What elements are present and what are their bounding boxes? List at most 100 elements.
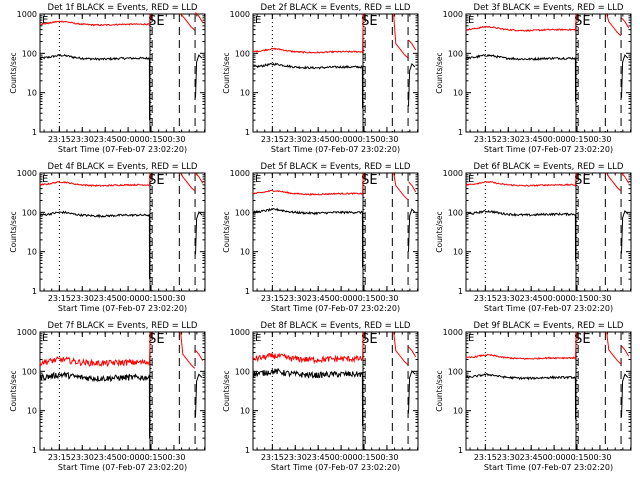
y-tick-label: 1000 xyxy=(230,10,250,19)
events-series-tail xyxy=(621,54,629,98)
y-tick-label: 1 xyxy=(245,446,250,455)
plot-frame xyxy=(39,13,206,133)
lld-series-tail xyxy=(195,12,204,23)
y-axis-label: Counts/sec xyxy=(9,52,18,93)
lld-series-tail xyxy=(393,331,409,366)
x-axis-label: Start Time (07-Feb-07 23:02:20) xyxy=(58,463,187,472)
x-axis-label: Start Time (07-Feb-07 23:02:20) xyxy=(271,145,400,154)
x-axis-label: Start Time (07-Feb-07 23:02:20) xyxy=(271,463,400,472)
x-tick-label: 00:00 xyxy=(117,294,140,303)
lld-series-tail xyxy=(180,13,196,31)
y-tick-label: 1000 xyxy=(17,328,37,337)
x-tick-label: 00:30 xyxy=(162,453,185,462)
x-tick-label: 00:15 xyxy=(139,294,162,303)
detector-panel-3: Det 3f BLACK = Events, RED = LLD 1 10 100 10… xyxy=(435,3,632,154)
x-tick-label: 23:45 xyxy=(94,135,117,144)
lld-series-tail xyxy=(408,346,417,358)
x-tick-label: 00:30 xyxy=(375,135,398,144)
y-tick-label: 1000 xyxy=(443,169,463,178)
y-axis-label: Counts/sec xyxy=(435,211,444,252)
y-tick-label: 1000 xyxy=(443,328,463,337)
lld-series-tail xyxy=(393,172,409,201)
corner-letter: E xyxy=(255,174,261,185)
x-tick-label: 00:15 xyxy=(352,135,375,144)
y-axis-label: Counts/sec xyxy=(435,52,444,93)
y-axis-label: Counts/sec xyxy=(222,52,231,93)
lld-series-line xyxy=(39,172,151,188)
lld-series-line xyxy=(465,331,577,360)
x-tick-label: 23:45 xyxy=(94,294,117,303)
y-tick-label: 100 xyxy=(448,367,463,376)
x-axis-label: Start Time (07-Feb-07 23:02:20) xyxy=(484,304,613,313)
x-tick-label: 23:45 xyxy=(307,135,330,144)
events-series-tail xyxy=(621,210,629,254)
corner-letter: E xyxy=(468,15,474,26)
y-tick-label: 10 xyxy=(240,407,250,416)
events-series-tail xyxy=(195,373,203,417)
x-tick-label: 23:45 xyxy=(94,453,117,462)
x-tick-label: 23:30 xyxy=(71,453,94,462)
events-series-tail xyxy=(408,62,416,107)
y-tick-label: 100 xyxy=(22,208,37,217)
panel-title: Det 5f BLACK = Events, RED = LLD xyxy=(261,162,411,172)
y-tick-label: 1 xyxy=(458,128,463,137)
x-tick-label: 00:15 xyxy=(565,294,588,303)
y-tick-label: 1 xyxy=(32,287,37,296)
detector-panel-4: Det 4f BLACK = Events, RED = LLD 1 10 100 10… xyxy=(9,162,206,313)
plot-frame xyxy=(39,331,206,451)
lld-series-line xyxy=(40,13,151,27)
events-series-tail xyxy=(408,370,416,414)
lld-series-tail xyxy=(606,331,622,365)
x-tick-label: 00:00 xyxy=(543,294,566,303)
lld-series-tail xyxy=(195,172,204,184)
events-series-line xyxy=(39,371,150,439)
detector-panel-9: Det 9f BLACK = Events, RED = LLD 1 10 100 10… xyxy=(435,321,632,472)
x-tick-label: 23:30 xyxy=(497,135,520,144)
lld-series-line xyxy=(39,331,151,368)
y-tick-label: 10 xyxy=(27,407,37,416)
saa-marker-label: SE xyxy=(361,173,377,188)
lld-series-tail xyxy=(180,172,196,192)
lld-series-tail xyxy=(621,17,630,29)
lld-series-line xyxy=(252,13,364,54)
x-tick-label: 00:15 xyxy=(565,453,588,462)
corner-letter: E xyxy=(42,333,48,344)
saa-marker-label: SE xyxy=(361,14,377,29)
x-tick-label: 00:15 xyxy=(352,453,375,462)
y-axis-label: Counts/sec xyxy=(9,370,18,411)
y-axis-label: Counts/sec xyxy=(222,370,231,411)
x-tick-label: 23:45 xyxy=(307,453,330,462)
x-tick-label: 23:45 xyxy=(520,453,543,462)
x-tick-label: 00:15 xyxy=(565,135,588,144)
x-tick-label: 23:15 xyxy=(48,135,71,144)
y-tick-label: 100 xyxy=(22,49,37,58)
lld-series-tail xyxy=(180,331,196,369)
detector-panel-8: Det 8f BLACK = Events, RED = LLD 1 10 100 10… xyxy=(222,321,419,472)
x-tick-label: 23:45 xyxy=(307,294,330,303)
x-tick-label: 23:15 xyxy=(474,294,497,303)
x-tick-label: 00:30 xyxy=(162,294,185,303)
lld-series-line xyxy=(465,13,577,32)
x-tick-label: 00:15 xyxy=(139,135,162,144)
y-tick-label: 10 xyxy=(240,248,250,257)
x-tick-label: 00:15 xyxy=(139,453,162,462)
x-tick-label: 00:00 xyxy=(117,453,140,462)
corner-letter: E xyxy=(255,333,261,344)
x-tick-label: 23:45 xyxy=(520,135,543,144)
y-tick-label: 1 xyxy=(245,287,250,296)
x-tick-label: 23:15 xyxy=(48,453,71,462)
detector-panel-6: Det 6f BLACK = Events, RED = LLD 1 10 100 10… xyxy=(435,162,632,313)
y-axis-label: Counts/sec xyxy=(435,370,444,411)
panel-title: Det 9f BLACK = Events, RED = LLD xyxy=(474,321,624,331)
detector-panel-2: Det 2f BLACK = Events, RED = LLD 1 10 100 10… xyxy=(222,3,419,154)
y-tick-label: 10 xyxy=(27,89,37,98)
x-axis-label: Start Time (07-Feb-07 23:02:20) xyxy=(271,304,400,313)
x-tick-label: 23:15 xyxy=(261,135,284,144)
lld-series-line xyxy=(465,172,577,188)
y-tick-label: 100 xyxy=(235,367,250,376)
detector-panel-5: Det 5f BLACK = Events, RED = LLD 1 10 100 10… xyxy=(222,162,419,313)
y-tick-label: 10 xyxy=(453,407,463,416)
events-series-line xyxy=(465,53,576,102)
detector-panel-7: Det 7f BLACK = Events, RED = LLD 1 10 100 10… xyxy=(9,321,206,472)
